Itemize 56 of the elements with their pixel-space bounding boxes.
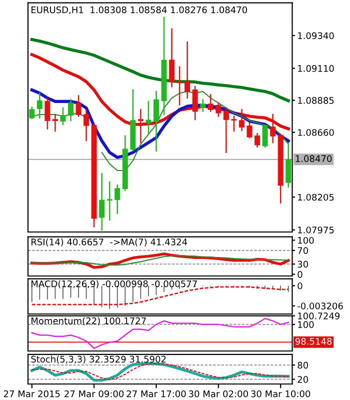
y-tick-label: 100 <box>298 236 314 244</box>
chart-title: Stoch(5,3,3) 32.3529 31.5902 <box>31 356 166 364</box>
y-tick-label: 1.07975 <box>298 226 334 234</box>
y-tick-label: 80 <box>298 362 308 369</box>
ref-line-label: 98.5148 <box>295 338 332 345</box>
chart-title: RSI(14) 40.6657 ->MA(7) 41.4324 <box>32 238 188 246</box>
candlestick <box>184 41 190 99</box>
y-tick-label: 0 <box>298 282 302 290</box>
candlestick <box>216 102 222 117</box>
line-series <box>31 254 289 266</box>
candlestick <box>286 142 292 188</box>
y-tick-label: 100 <box>298 321 314 328</box>
candlestick <box>146 100 152 135</box>
y-tick-label: 20 <box>298 376 308 383</box>
line-series <box>30 38 290 102</box>
line-series <box>31 318 289 349</box>
x-tick-label: 30 Mar 02:00 <box>188 390 248 398</box>
y-tick-label: 1.08660 <box>298 129 334 136</box>
candlestick <box>254 133 260 148</box>
chart-title: MACD(12,26,9) -0.000998 -0.000577 <box>32 280 197 288</box>
candlestick <box>176 66 182 106</box>
y-tick-label: 0 <box>298 271 302 278</box>
y-tick-label: 1.08885 <box>298 97 334 104</box>
x-tick-label: 27 Mar 09:00 <box>64 390 124 398</box>
y-tick-label: 30 <box>298 260 308 268</box>
chart-title: Momentum(22) 100.1727 <box>32 317 146 326</box>
ref-line-label: 1.08470 <box>296 155 332 162</box>
candlestick <box>262 124 268 148</box>
candlestick <box>169 28 175 88</box>
y-tick-label: -0.003206 <box>298 302 343 310</box>
x-tick-label: 30 Mar 10:00 <box>251 390 310 398</box>
candlestick <box>106 181 112 221</box>
candlestick <box>200 99 206 112</box>
chart-title: EURUSD,H1 1.08308 1.08584 1.08276 1.08470 <box>32 6 247 14</box>
candlestick <box>60 107 66 126</box>
candlestick <box>29 106 35 120</box>
candlestick <box>231 116 237 132</box>
candlestick <box>44 97 50 130</box>
y-tick-label: 1.09110 <box>298 65 334 72</box>
y-tick-label: 70 <box>298 247 308 254</box>
candlestick <box>68 99 74 122</box>
y-tick-label: 1.08205 <box>298 194 334 201</box>
candlestick <box>36 92 42 118</box>
candlestick <box>84 108 90 141</box>
candlestick <box>153 90 159 152</box>
candlestick <box>208 94 214 112</box>
y-tick-label: 1.09340 <box>298 32 334 40</box>
candlestick <box>246 122 252 138</box>
candlestick <box>99 173 105 230</box>
x-tick-label: 27 Mar 17:00 <box>126 390 186 398</box>
candlestick <box>192 86 198 120</box>
candlestick <box>52 114 58 132</box>
candlestick <box>76 95 82 117</box>
x-tick-label: 27 Mar 2015 <box>4 390 60 398</box>
candlestick <box>114 184 120 214</box>
y-tick-label: 100.7249 <box>298 312 340 320</box>
